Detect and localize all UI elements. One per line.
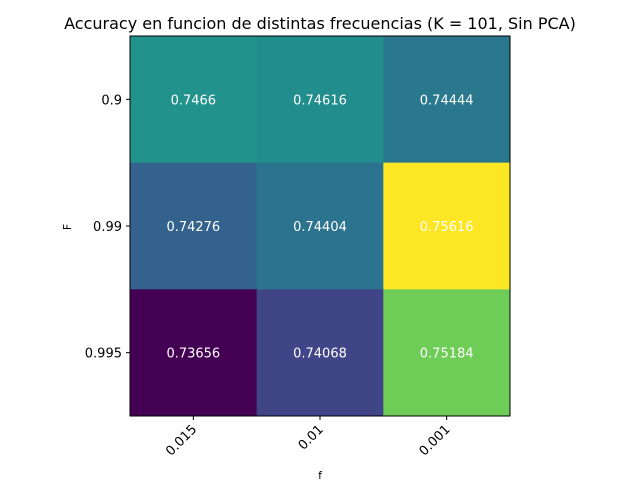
cell-value-label: 0.75616 xyxy=(420,220,474,235)
cell-value-label: 0.74276 xyxy=(166,220,220,235)
cell-value-label: 0.75184 xyxy=(420,347,474,362)
heatmap-cell xyxy=(130,289,258,417)
y-tick-label: 0.995 xyxy=(85,347,122,362)
heatmap-cell-labels: 0.7466 0.74616 0.74444 0.74276 0.74404 0.7561… xyxy=(166,93,473,361)
chart-title: Accuracy en funcion de distintas frecuen… xyxy=(64,14,576,33)
cell-value-label: 0.73656 xyxy=(166,347,220,362)
heatmap-cells xyxy=(130,36,511,417)
y-axis-ticks: 0.9 0.99 0.995 xyxy=(85,93,130,362)
heatmap-cell xyxy=(256,36,384,164)
x-tick-label: 0.015 xyxy=(163,422,200,459)
cell-value-label: 0.7466 xyxy=(171,93,217,108)
heatmap-cell xyxy=(130,162,258,290)
heatmap-cell xyxy=(383,289,511,417)
y-tick-label: 0.9 xyxy=(101,93,122,108)
cell-value-label: 0.74404 xyxy=(293,220,347,235)
x-axis-label: f xyxy=(318,469,323,480)
y-tick-label: 0.99 xyxy=(93,220,122,235)
heatmap-cell xyxy=(383,162,511,290)
heatmap-cell xyxy=(383,36,511,164)
heatmap-cell xyxy=(256,162,384,290)
heatmap-cell xyxy=(130,36,258,164)
heatmap-cell xyxy=(256,289,384,417)
x-tick-label: 0.01 xyxy=(296,422,327,453)
cell-value-label: 0.74444 xyxy=(420,93,474,108)
x-axis-ticks: 0.015 0.01 0.001 xyxy=(163,416,453,459)
x-tick-label: 0.001 xyxy=(417,422,454,459)
cell-value-label: 0.74616 xyxy=(293,93,347,108)
y-axis-label: F xyxy=(61,224,74,230)
cell-value-label: 0.74068 xyxy=(293,347,347,362)
